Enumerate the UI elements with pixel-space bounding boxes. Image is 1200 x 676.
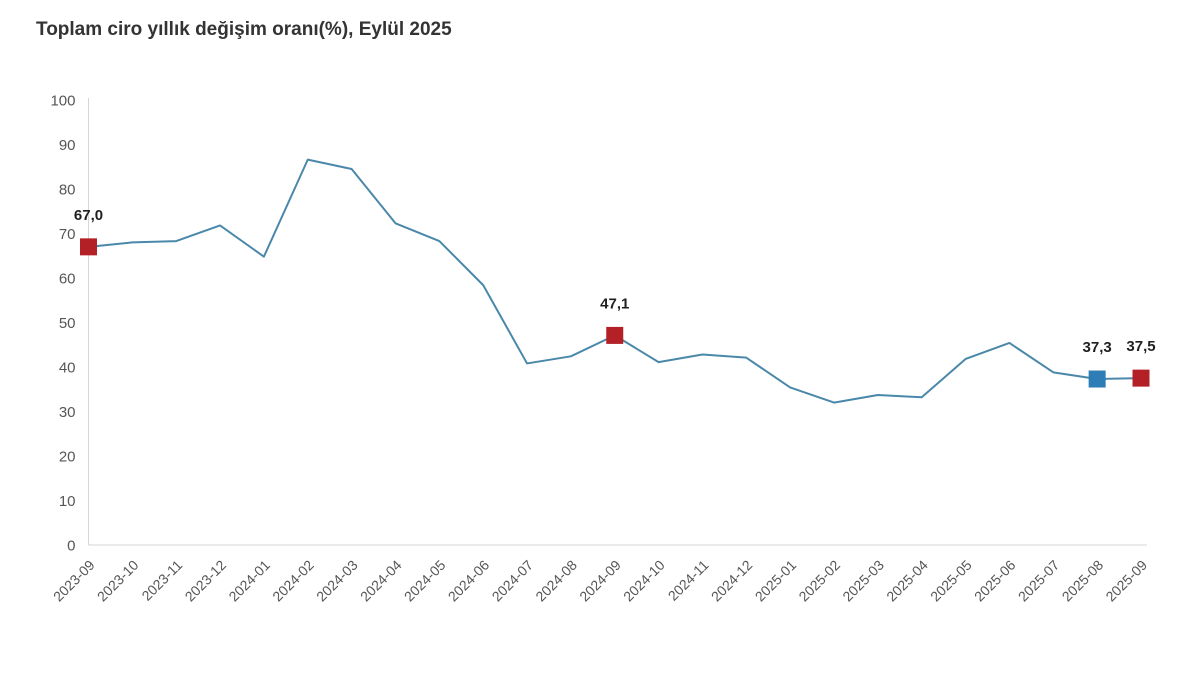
x-axis-label: 2025-06 xyxy=(971,557,1019,605)
x-axis-label: 2025-05 xyxy=(927,557,975,605)
x-axis-label: 2025-03 xyxy=(839,557,887,605)
x-axis-label: 2024-06 xyxy=(445,557,493,605)
y-axis-label: 50 xyxy=(59,315,76,332)
series-line xyxy=(87,158,1142,404)
marker-2025-09[interactable] xyxy=(1132,369,1150,387)
x-axis-label: 2025-09 xyxy=(1102,557,1150,605)
x-axis-label: 2025-04 xyxy=(883,557,931,605)
y-axis-label: 30 xyxy=(59,404,76,421)
y-axis-label: 60 xyxy=(59,270,76,287)
marker-2024-09[interactable] xyxy=(606,326,624,344)
y-axis-label: 70 xyxy=(59,226,76,243)
x-axis-label: 2023-09 xyxy=(50,557,98,605)
x-axis-label: 2023-11 xyxy=(138,557,185,604)
x-axis-label: 2024-08 xyxy=(532,557,580,605)
y-axis-label: 0 xyxy=(67,537,75,554)
x-axis-label: 2024-03 xyxy=(313,557,361,605)
y-axis-label: 40 xyxy=(59,359,76,376)
data-label-2025-09: 37,5 xyxy=(1126,338,1155,355)
x-axis-label: 2024-11 xyxy=(665,557,712,604)
marker-2023-09[interactable] xyxy=(80,238,97,256)
y-axis-label: 10 xyxy=(59,493,76,510)
x-axis-label: 2024-05 xyxy=(401,557,449,605)
x-axis-label: 2025-08 xyxy=(1059,557,1107,605)
x-axis-label: 2025-07 xyxy=(1015,557,1063,605)
data-label-2025-08: 37,3 xyxy=(1083,339,1112,356)
y-axis-label: 90 xyxy=(59,137,76,154)
marker-2025-08[interactable] xyxy=(1088,370,1106,388)
x-axis-label: 2023-12 xyxy=(182,557,230,605)
y-axis-label: 20 xyxy=(59,448,76,465)
x-axis-label: 2024-02 xyxy=(269,557,317,605)
x-axis-label: 2024-10 xyxy=(620,557,668,605)
x-axis-label: 2025-01 xyxy=(752,557,800,605)
x-axis-label: 2025-02 xyxy=(795,557,843,605)
x-axis-label: 2024-01 xyxy=(225,557,273,605)
x-axis-label: 2023-10 xyxy=(94,557,142,605)
y-axis-label: 80 xyxy=(59,181,76,198)
chart-title: Toplam ciro yıllık değişim oranı(%), Eyl… xyxy=(36,19,452,40)
data-label-2024-09: 47,1 xyxy=(600,295,629,312)
x-axis-label: 2024-12 xyxy=(708,557,756,605)
y-axis-label: 100 xyxy=(50,92,75,109)
x-axis-label: 2024-09 xyxy=(576,557,624,605)
x-axis-label: 2024-07 xyxy=(489,557,537,605)
data-label-2023-09: 67,0 xyxy=(74,207,103,224)
x-axis-label: 2024-04 xyxy=(357,557,405,605)
